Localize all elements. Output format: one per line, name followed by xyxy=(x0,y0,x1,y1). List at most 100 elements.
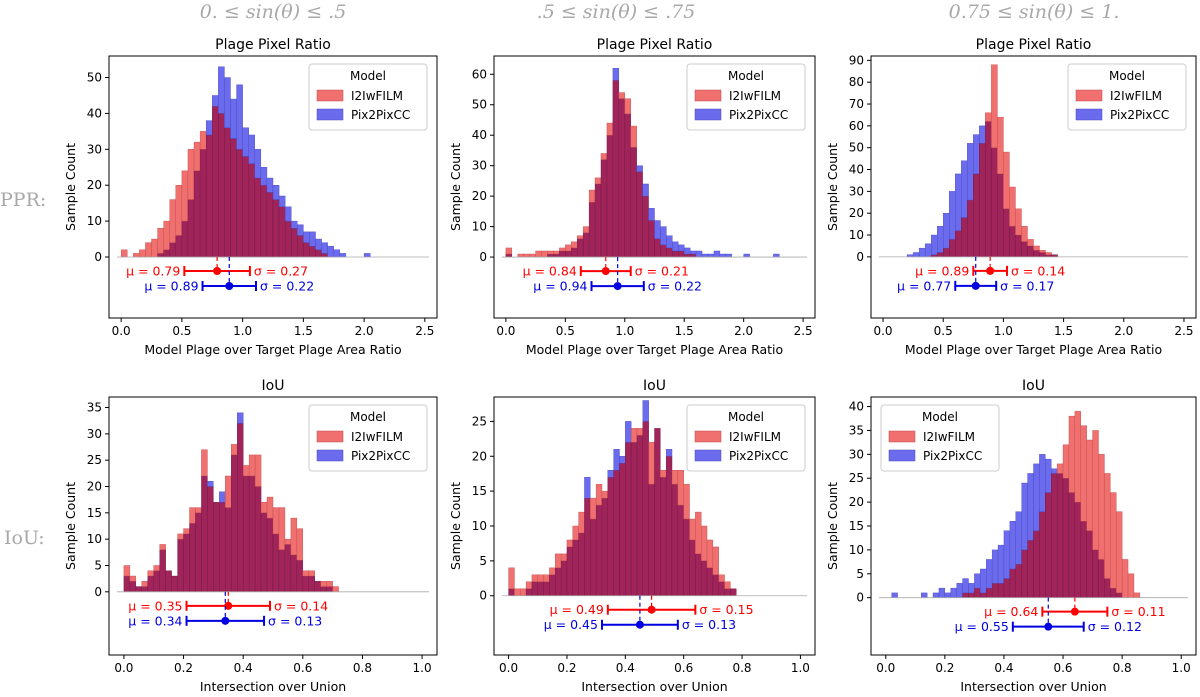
bar-overlap xyxy=(296,560,304,593)
bar-overlap xyxy=(508,588,515,596)
bar-overlap xyxy=(537,581,544,596)
bar-overlap xyxy=(205,134,213,258)
bar-i2iwfilm xyxy=(630,125,637,148)
bar-overlap xyxy=(284,544,292,593)
bar-overlap xyxy=(297,235,304,258)
bar-overlap xyxy=(309,246,316,258)
bar-pix2pixcc xyxy=(218,66,225,114)
bar-pix2pixcc xyxy=(707,253,715,258)
bar-i2iwfilm xyxy=(1015,208,1022,236)
bar-overlap xyxy=(129,581,137,593)
bar-overlap xyxy=(213,502,220,593)
bar-overlap xyxy=(666,247,673,258)
bar-overlap xyxy=(648,483,655,596)
bar-overlap xyxy=(1027,245,1034,258)
x-tick-label: 0.0 xyxy=(499,661,518,675)
y-tick-label: 30 xyxy=(87,427,102,441)
bar-overlap xyxy=(326,586,333,593)
bar-pix2pixcc xyxy=(773,253,780,258)
bar-pix2pixcc xyxy=(678,244,685,252)
bar-pix2pixcc xyxy=(230,98,237,139)
bar-i2iwfilm xyxy=(1045,252,1052,255)
bar-overlap xyxy=(937,252,944,258)
bar-i2iwfilm xyxy=(308,570,315,577)
bar-i2iwfilm xyxy=(541,250,548,258)
legend-entry-label: I2IwFILM xyxy=(351,89,403,103)
bar-i2iwfilm xyxy=(991,64,998,148)
legend-swatch-i2iwfilm xyxy=(888,430,916,443)
bar-overlap xyxy=(1045,492,1052,598)
x-axis-label: Intersection over Union xyxy=(200,679,346,694)
bar-overlap xyxy=(278,206,286,258)
bar-overlap xyxy=(1027,540,1034,598)
bar-i2iwfilm xyxy=(600,153,608,160)
bar-overlap xyxy=(547,253,554,258)
bar-pix2pixcc xyxy=(1003,530,1011,579)
bar-overlap xyxy=(600,159,608,258)
legend-swatch-i2iwfilm xyxy=(1075,89,1103,102)
bar-overlap xyxy=(636,435,644,596)
mean-dot xyxy=(635,620,644,629)
bar-i2iwfilm xyxy=(141,581,148,587)
bar-pix2pixcc xyxy=(612,67,620,81)
bar-pix2pixcc xyxy=(743,253,750,258)
bar-i2iwfilm xyxy=(1027,239,1034,247)
x-axis-label: Intersection over Union xyxy=(581,679,727,694)
bar-i2iwfilm xyxy=(290,517,298,556)
bar-overlap xyxy=(642,195,649,258)
legend-entry-label: I2IwFILM xyxy=(729,430,781,444)
legend-swatch-i2iwfilm xyxy=(316,89,344,102)
y-axis-label: Sample Count xyxy=(448,143,463,231)
bar-pix2pixcc xyxy=(980,568,987,594)
bar-pix2pixcc xyxy=(254,149,262,179)
bar-overlap xyxy=(636,171,643,258)
bar-i2iwfilm xyxy=(683,483,690,520)
chart-title: IoU xyxy=(1022,378,1045,394)
bar-overlap xyxy=(571,247,578,258)
bar-i2iwfilm xyxy=(1062,444,1070,479)
bar-overlap xyxy=(266,192,274,258)
bar-pix2pixcc xyxy=(1009,521,1016,570)
bar-overlap xyxy=(700,560,708,596)
bar-pix2pixcc xyxy=(205,120,213,136)
axes-frame xyxy=(493,55,816,319)
bar-overlap xyxy=(560,560,568,596)
x-tick-label: 0.0 xyxy=(496,324,515,338)
bar-overlap xyxy=(1015,564,1022,598)
chart-title: IoU xyxy=(262,378,285,394)
bar-i2iwfilm xyxy=(272,507,280,535)
bar-i2iwfilm xyxy=(677,470,684,506)
x-tick-label: 2.5 xyxy=(415,324,434,338)
x-tick-label: 0.6 xyxy=(1053,661,1072,675)
bar-overlap xyxy=(157,253,164,258)
bar-i2iwfilm xyxy=(1133,592,1141,598)
bar-i2iwfilm xyxy=(571,241,578,249)
bar-overlap xyxy=(1033,250,1040,258)
x-tick-label: 1.0 xyxy=(615,324,634,338)
mean-dot xyxy=(1044,622,1053,631)
bar-overlap xyxy=(165,570,172,593)
mean-dot xyxy=(647,605,656,614)
bar-pix2pixcc xyxy=(1021,482,1028,551)
bar-i2iwfilm xyxy=(648,442,655,485)
bar-overlap xyxy=(612,80,620,258)
bar-overlap xyxy=(308,575,315,593)
bar-i2iwfilm xyxy=(1021,226,1028,242)
x-tick-label: 1.5 xyxy=(1054,324,1073,338)
bar-i2iwfilm xyxy=(129,575,137,582)
bar-pix2pixcc xyxy=(1045,458,1052,493)
bar-pix2pixcc xyxy=(327,246,334,258)
bar-pix2pixcc xyxy=(991,549,999,584)
x-tick-label: 0.0 xyxy=(114,661,133,675)
bar-overlap xyxy=(1021,241,1028,258)
x-tick-label: 0.8 xyxy=(732,661,751,675)
bar-i2iwfilm xyxy=(254,454,262,487)
bar-i2iwfilm xyxy=(543,574,550,582)
bar-overlap xyxy=(201,475,208,593)
chart-panel-ppr-2: 0.0 0.5 1.0 1.5 2.0 2.5 0 10 20 30 40 50 60 70 80 90 Pla… xyxy=(825,37,1197,357)
bar-pix2pixcc xyxy=(224,77,231,128)
bar-pix2pixcc xyxy=(967,143,974,201)
bar-overlap xyxy=(660,476,667,596)
bar-overlap xyxy=(225,507,232,593)
bar-overlap xyxy=(590,518,597,596)
